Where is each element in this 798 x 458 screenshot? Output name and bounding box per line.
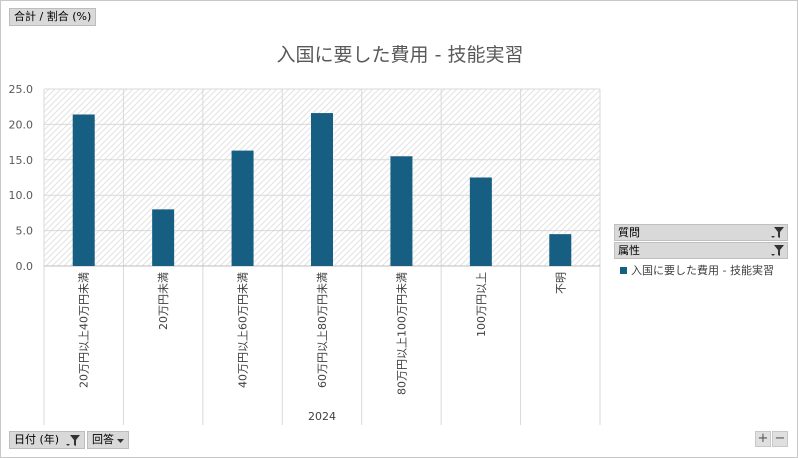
bar: [390, 156, 413, 266]
bar: [311, 113, 333, 267]
bar: [549, 234, 572, 266]
plus-icon: +: [757, 431, 769, 446]
bar: [72, 114, 95, 266]
legend-entry: 入国に要した費用 - 技能実習: [620, 262, 774, 278]
x-group-label: 2024: [308, 410, 336, 423]
x-tick-label: 20万円未満: [157, 272, 170, 330]
filter-icon: [66, 435, 80, 446]
x-tick-label: 80万円以上100万円未満: [395, 272, 408, 395]
dropdown-arrow-icon: [117, 439, 124, 443]
minus-icon: −: [774, 431, 786, 446]
zoom-in-button[interactable]: +: [755, 431, 771, 447]
answer-field-button[interactable]: 回答: [87, 431, 129, 449]
value-field-button[interactable]: 合計 / 割合 (%): [9, 8, 97, 26]
value-field-label: 合計 / 割合 (%): [14, 10, 92, 23]
x-tick-label: 不明: [554, 272, 567, 294]
legend-filter-question[interactable]: 質問: [614, 224, 788, 241]
y-tick-label: 20.0: [9, 118, 34, 131]
answer-field-label: 回答: [92, 433, 114, 446]
y-tick-label: 10.0: [9, 189, 34, 202]
legend-filter-question-label: 質問: [618, 226, 640, 239]
legend-filter-attribute-label: 属性: [618, 244, 640, 257]
legend-filter-attribute[interactable]: 属性: [614, 242, 788, 259]
x-tick-label: 40万円以上60万円未満: [237, 272, 250, 388]
filter-icon: [771, 245, 784, 256]
bar: [469, 177, 492, 266]
y-tick-label: 0.0: [16, 260, 34, 273]
y-tick-label: 25.0: [9, 83, 34, 96]
bar: [152, 209, 175, 266]
filter-icon: [771, 227, 784, 238]
y-tick-label: 15.0: [9, 154, 34, 167]
legend-entry-label: 入国に要した費用 - 技能実習: [631, 264, 774, 277]
date-field-label: 日付 (年): [14, 433, 60, 446]
y-tick-label: 5.0: [16, 225, 34, 238]
x-tick-label: 100万円以上: [475, 272, 488, 337]
x-tick-label: 20万円以上40万円未満: [78, 272, 91, 388]
legend-swatch: [620, 267, 627, 274]
zoom-out-button[interactable]: −: [772, 431, 788, 447]
date-field-button[interactable]: 日付 (年): [9, 431, 85, 449]
bar: [231, 150, 254, 266]
x-tick-label: 60万円以上80万円未満: [316, 272, 329, 388]
chart-title: 入国に要した費用 - 技能実習: [276, 44, 524, 66]
